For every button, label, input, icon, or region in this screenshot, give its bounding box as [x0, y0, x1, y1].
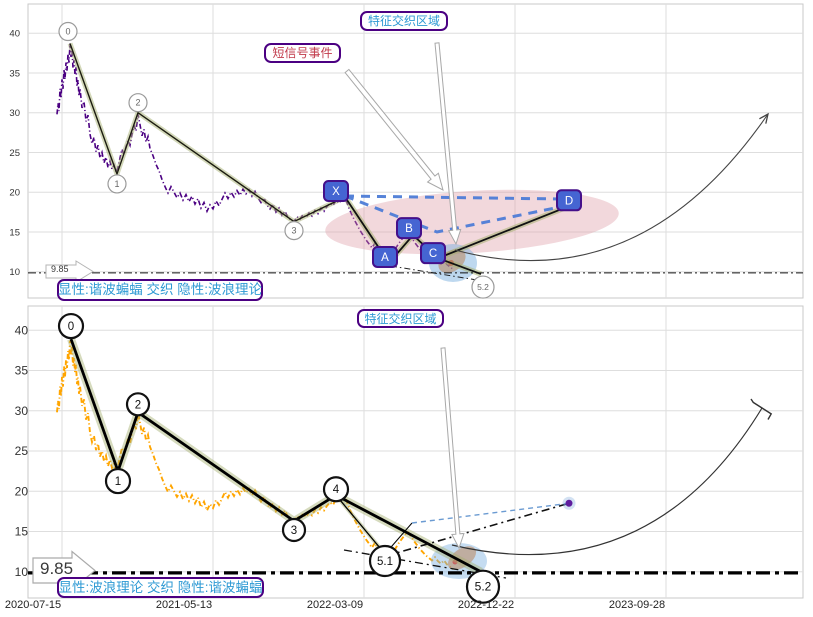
wave-marker-top-5.2: [471, 275, 495, 299]
projection-arrowhead-top: [759, 112, 769, 124]
x-tick-label: 2023-09-28: [609, 599, 665, 611]
y-tick-label: 25: [9, 148, 20, 159]
y-tick-label: 35: [9, 68, 20, 79]
wave-marker-label: 0: [68, 321, 74, 333]
y-tick-label: 10: [9, 267, 20, 278]
price-line-top: [56, 43, 454, 270]
y-tick-label: 40: [15, 323, 29, 337]
callout-arrow-short-signal: [344, 68, 444, 191]
projection-tee-cap-bottom: [750, 398, 773, 420]
interweave-center-dot-bottom: [452, 559, 458, 565]
short-signal-label: 短信号事件: [264, 43, 341, 63]
harmonic-box-label: A: [381, 252, 389, 264]
y-tick-label: 30: [15, 404, 29, 418]
x-tick-label: 2022-03-09: [307, 599, 363, 611]
harmonic-box-label: C: [429, 248, 437, 260]
interweave-zone-label-top: 特征交织区域: [360, 11, 448, 31]
wave-marker-bottom-5.2: [465, 569, 501, 604]
wave-marker-top-2: [128, 93, 148, 113]
wave-line-top: [69, 43, 346, 223]
hidden-wave-line-top: [390, 265, 484, 282]
price-line-bottom: [56, 340, 454, 571]
harmonic-box-C: [420, 242, 446, 265]
wave-marker-label: 5.2: [477, 282, 489, 292]
harmonic-box-D: [556, 189, 582, 212]
threshold-label-bottom: 9.85: [40, 559, 74, 578]
y-tick-label: 40: [9, 29, 20, 40]
harmonic-dashed-xd: [344, 194, 561, 201]
wave-marker-top-3: [284, 221, 304, 241]
wave-marker-label: 0: [65, 27, 70, 37]
y-tick-label: 25: [15, 444, 29, 458]
x-tick-label: 2022-12-22: [458, 599, 514, 611]
wave-marker-label: 5.2: [475, 580, 492, 594]
interweave-zone-label-bottom: 特征交织区域: [357, 309, 444, 328]
wave-line-glow-bottom: [67, 337, 483, 576]
harmonic-d-dot-bottom: [565, 499, 573, 507]
hidden-harmonic-bd-bottom: [411, 502, 570, 524]
y-tick-label: 15: [15, 525, 29, 539]
x-tick-label: 2020-07-15: [5, 599, 61, 611]
threshold-flag-top: [45, 260, 94, 283]
wave-marker-label: 3: [291, 226, 296, 236]
harmonic-dashed-xbd: [344, 194, 561, 234]
wave-marker-bottom-3: [281, 517, 307, 543]
wave-marker-label: 5.1: [377, 556, 393, 568]
wave-marker-label: 2: [135, 399, 141, 411]
harmonic-box-X: [323, 179, 349, 202]
harmonic-box-B: [396, 217, 422, 240]
y-tick-label: 35: [15, 364, 29, 378]
harmonic-box-label: D: [565, 195, 573, 207]
threshold-label-top: 9.85: [51, 264, 69, 274]
hidden-harmonic-ad-bottom: [385, 502, 570, 557]
harmonic-box-label: X: [332, 186, 340, 198]
wave-marker-bottom-5.1: [368, 544, 402, 578]
y-tick-label: 10: [15, 565, 29, 579]
wave-marker-label: 1: [114, 179, 119, 189]
wave-marker-label: 3: [291, 525, 297, 537]
wave-line-4-51: [335, 494, 386, 555]
callout-arrow-interweave-bottom: [440, 347, 465, 550]
wave-marker-top-0: [58, 21, 78, 42]
wave-marker-label: 1: [115, 476, 121, 488]
harmonic-box-label: B: [405, 223, 413, 235]
callout-arrow-interweave-top: [434, 42, 462, 246]
y-tick-label: 15: [9, 227, 20, 238]
caption-top: 显性:谐波蝙蝠 交织 隐性:波浪理论: [57, 279, 263, 301]
wave-marker-bottom-0: [57, 312, 85, 340]
wave-line-bottom: [69, 338, 482, 573]
wave-marker-label: 2: [135, 98, 140, 108]
wave-marker-bottom-4: [322, 476, 350, 503]
wave-marker-bottom-1: [104, 467, 132, 495]
caption-bottom: 显性:波浪理论 交织 隐性:谐波蝙蝠: [57, 577, 264, 598]
wave-line-glow-top: [67, 42, 347, 225]
x-tick-label: 2021-05-13: [156, 599, 212, 611]
panel-border-bottom: [27, 305, 804, 599]
wave-marker-top-1: [107, 174, 127, 194]
wave-marker-label: 4: [333, 484, 340, 496]
panel-border-top: [27, 3, 804, 299]
projection-arc-top: [454, 113, 769, 262]
harmonic-box-A: [372, 245, 398, 268]
y-tick-label: 20: [15, 484, 29, 498]
wave-marker-bottom-2: [125, 392, 151, 417]
y-tick-label: 20: [9, 188, 20, 199]
y-tick-label: 30: [9, 108, 20, 119]
projection-arc-bottom: [451, 407, 763, 556]
